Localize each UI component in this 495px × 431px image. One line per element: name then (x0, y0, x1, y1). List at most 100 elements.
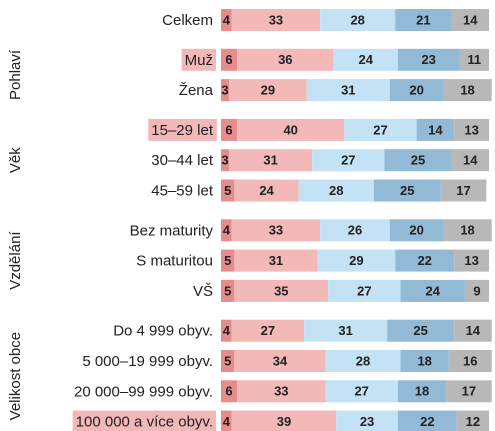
value-label: 18 (415, 384, 429, 399)
value-label: 28 (356, 353, 370, 368)
value-label: 27 (341, 153, 355, 168)
bar-segment (416, 118, 455, 141)
bar-segment (397, 48, 460, 71)
value-label: 16 (463, 353, 477, 368)
bar-segment (454, 249, 489, 272)
bar-segment (221, 279, 235, 302)
value-label: 5 (224, 353, 231, 368)
bar-segment (221, 410, 232, 431)
value-label: 31 (341, 83, 355, 98)
value-label: 4 (223, 12, 231, 27)
value-label: 35 (274, 283, 288, 298)
bar-segment (221, 179, 235, 202)
bar-segment (231, 319, 305, 342)
value-label: 20 (409, 223, 423, 238)
bar-segment (304, 319, 388, 342)
value-label: 25 (400, 183, 414, 198)
bar-segment (320, 219, 390, 242)
value-label: 18 (460, 83, 474, 98)
bar-segment (344, 118, 417, 141)
bar-segment (317, 249, 396, 272)
bar-segment (231, 9, 321, 31)
bar-segment (237, 48, 334, 71)
category-label: 100 000 a více obyv. (76, 414, 213, 431)
value-label: 6 (225, 122, 232, 137)
bar-segment (389, 79, 444, 102)
bar-segment (454, 118, 489, 141)
bar-segment (459, 48, 489, 71)
value-label: 22 (420, 414, 434, 429)
bar-segment (221, 350, 235, 372)
bar-segment (325, 350, 401, 372)
value-label: 36 (278, 52, 292, 67)
value-label: 33 (269, 12, 283, 27)
bar-segment (373, 179, 441, 202)
category-label: 15–29 let (151, 122, 214, 139)
value-label: 23 (421, 52, 435, 67)
value-label: 24 (358, 52, 373, 67)
value-label: 13 (464, 253, 478, 268)
group-label: Vzdělání (7, 231, 24, 290)
value-label: 20 (409, 83, 423, 98)
value-label: 23 (360, 414, 374, 429)
bar-segment (384, 149, 452, 172)
bar-segment (333, 48, 398, 71)
bar-segment (400, 279, 465, 302)
bar-segment (234, 350, 326, 372)
bar-segment (387, 319, 455, 342)
value-label: 29 (349, 253, 363, 268)
bar-segment (395, 9, 452, 31)
group-label: Věk (7, 147, 24, 173)
value-label: 4 (223, 323, 231, 338)
value-label: 31 (269, 253, 283, 268)
value-label: 13 (464, 122, 478, 137)
value-label: 4 (223, 223, 231, 238)
value-label: 6 (225, 384, 232, 399)
category-label: Bez maturity (130, 222, 214, 239)
bar-segment (221, 79, 230, 102)
value-label: 31 (338, 323, 352, 338)
bar-segment (400, 350, 449, 372)
value-label: 26 (348, 223, 362, 238)
value-label: 14 (463, 153, 478, 168)
category-label: 20 000–99 999 obyv. (74, 383, 213, 400)
category-label: Muž (185, 52, 213, 69)
bar-segment (451, 9, 489, 31)
value-label: 28 (350, 12, 364, 27)
bar-segment (440, 179, 487, 202)
bar-segment (231, 410, 337, 431)
bar-segment (454, 319, 492, 342)
bar-segment (328, 279, 401, 302)
value-label: 31 (263, 153, 277, 168)
value-label: 9 (473, 283, 480, 298)
value-label: 25 (413, 323, 427, 338)
bar-segment (397, 380, 447, 403)
bar-segment (456, 410, 489, 431)
bar-segment (448, 350, 492, 372)
bar-segment (234, 249, 318, 272)
group-label: Velikost obce (7, 332, 24, 420)
value-label: 5 (224, 253, 231, 268)
bar-segment (221, 249, 235, 272)
category-label: 45–59 let (151, 182, 214, 199)
bar-segment (221, 48, 238, 71)
bar-segment (312, 149, 385, 172)
group-label: Pohlaví (7, 49, 24, 100)
value-label: 5 (224, 283, 231, 298)
value-label: 27 (261, 323, 275, 338)
category-label: Do 4 999 obyv. (113, 323, 213, 340)
value-label: 6 (225, 52, 232, 67)
bar-segment (234, 279, 329, 302)
value-label: 3 (221, 83, 228, 98)
category-label: 5 000–19 999 obyv. (82, 353, 213, 370)
bar-segment (464, 279, 489, 302)
bar-segment (298, 179, 374, 202)
bar-segment (221, 149, 230, 172)
bar-segment (443, 79, 492, 102)
value-label: 22 (417, 253, 431, 268)
value-label: 4 (223, 414, 231, 429)
bar-segment (336, 410, 398, 431)
value-label: 33 (269, 223, 283, 238)
bar-segment (221, 380, 238, 403)
value-label: 27 (373, 122, 387, 137)
